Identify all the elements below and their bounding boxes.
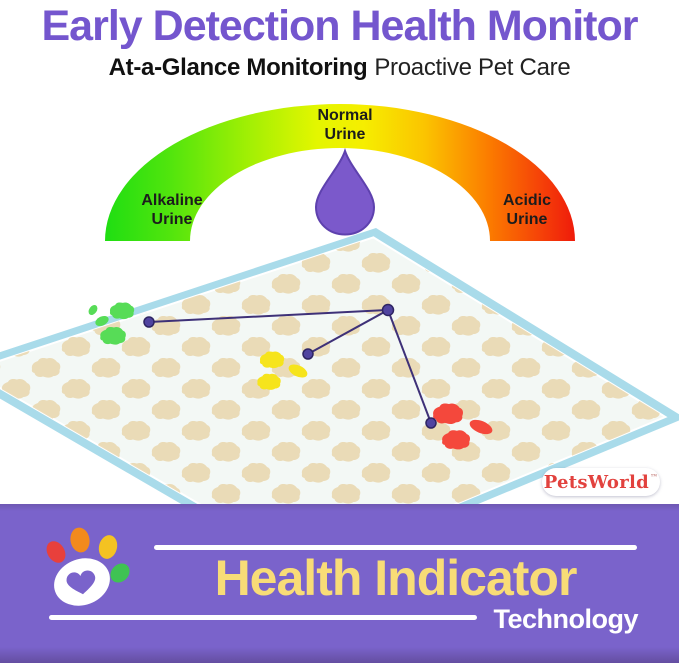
yellow-paw-print	[257, 351, 308, 390]
gauge-label-acidic: Acidic Urine	[502, 192, 552, 228]
ph-gauge-arc	[105, 104, 575, 241]
subtitle-regular-text: Proactive Pet Care	[374, 54, 571, 81]
pee-pad	[0, 228, 679, 576]
paw-heart-icon	[46, 527, 130, 606]
heart-icon	[66, 570, 96, 595]
bottom-banner: Health Indicator Technology	[0, 504, 679, 663]
connector-node-dots	[143, 303, 437, 429]
brand-logo-text: PetsWorld	[543, 471, 649, 493]
banner-divider-top	[154, 545, 637, 550]
red-paw-print	[433, 403, 493, 450]
page-title: Early Detection Health Monitor	[41, 2, 639, 50]
page-subtitle: At-a-Glance Monitoring Proactive Pet Care	[0, 54, 679, 82]
indicator-connector-lines	[148, 309, 432, 424]
green-paw-print	[88, 302, 135, 345]
brand-logo: PetsWorld ™	[542, 468, 660, 496]
subtitle-bold-text: At-a-Glance Monitoring	[108, 54, 368, 81]
banner-subtitle: Technology	[493, 604, 638, 634]
gauge-label-normal: Normal Urine	[317, 107, 373, 143]
banner-divider-bottom	[49, 615, 477, 620]
gauge-label-alkaline: Alkaline Urine	[141, 192, 203, 228]
trademark-symbol: ™	[650, 472, 659, 482]
banner-title: Health Indicator	[214, 550, 578, 606]
droplet-icon	[314, 147, 376, 236]
